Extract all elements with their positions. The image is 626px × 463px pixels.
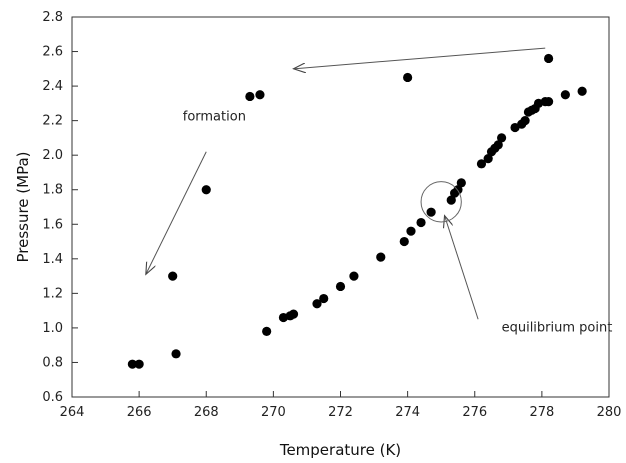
data-point <box>520 116 530 126</box>
y-tick-label: 2.6 <box>42 45 63 60</box>
data-point <box>426 207 436 217</box>
data-point <box>560 90 570 100</box>
data-point <box>476 159 487 169</box>
x-axis-label: Temperature (K) <box>279 441 401 459</box>
data-point <box>406 226 416 236</box>
y-tick-label: 2.4 <box>42 79 63 94</box>
formation-arrow <box>294 47 546 69</box>
data-point <box>319 293 329 304</box>
data-point <box>201 185 211 195</box>
data-point <box>416 217 426 228</box>
x-tick-label: 266 <box>127 405 152 420</box>
y-tick-label: 1.0 <box>42 321 63 336</box>
data-point <box>255 90 265 100</box>
data-point <box>543 97 554 107</box>
data-point <box>168 271 178 281</box>
data-point <box>403 72 413 83</box>
x-tick-label: 274 <box>395 405 420 420</box>
data-point <box>335 281 346 292</box>
x-tick-label: 272 <box>328 405 353 420</box>
data-point <box>245 91 255 102</box>
data-point <box>376 252 386 262</box>
data-point <box>171 349 181 359</box>
y-tick-label: 0.6 <box>42 390 63 405</box>
plot-frame <box>71 16 610 398</box>
equilibrium-arrow <box>445 216 479 320</box>
data-point <box>577 86 587 96</box>
data-point <box>497 133 507 143</box>
data-point <box>288 309 299 319</box>
equilibrium-point-circle <box>420 181 462 223</box>
data-point <box>493 140 503 150</box>
x-tick-label: 280 <box>597 405 622 420</box>
y-tick-label: 1.2 <box>42 286 63 301</box>
x-tick-label: 268 <box>194 405 219 420</box>
data-point <box>483 154 493 164</box>
data-point <box>134 359 144 369</box>
axes: 264 266 268 270 272 274 276 278 280 0.6 0.8 1.0 1.2 1… <box>42 10 621 420</box>
formation-annotation: formation <box>183 110 246 125</box>
y-axis-label: Pressure (MPa) <box>14 151 32 262</box>
y-tick-label: 2.8 <box>42 10 63 25</box>
y-tick-label: 0.8 <box>42 355 63 370</box>
data-point <box>262 326 272 336</box>
x-tick-label: 270 <box>261 405 286 420</box>
data-point <box>349 271 359 281</box>
data-point <box>127 359 138 369</box>
data-point <box>456 178 466 188</box>
annotations: formation equilibrium point <box>146 47 613 335</box>
x-tick-label: 264 <box>60 405 85 420</box>
y-tick-label: 2.2 <box>42 114 63 129</box>
y-tick-label: 2.0 <box>42 148 63 163</box>
data-point <box>399 236 409 247</box>
plot-area <box>71 16 610 398</box>
y-tick-label: 1.4 <box>42 252 63 267</box>
y-tick-label: 1.6 <box>42 217 63 232</box>
y-tick-label: 1.8 <box>42 183 63 198</box>
data-point <box>312 299 322 309</box>
x-tick-label: 276 <box>462 405 487 420</box>
data-point <box>543 53 554 64</box>
formation-arrow <box>146 151 207 275</box>
data-point <box>446 195 456 205</box>
x-tick-label: 278 <box>529 405 554 420</box>
equilibrium-point-annotation: equilibrium point <box>502 320 613 335</box>
